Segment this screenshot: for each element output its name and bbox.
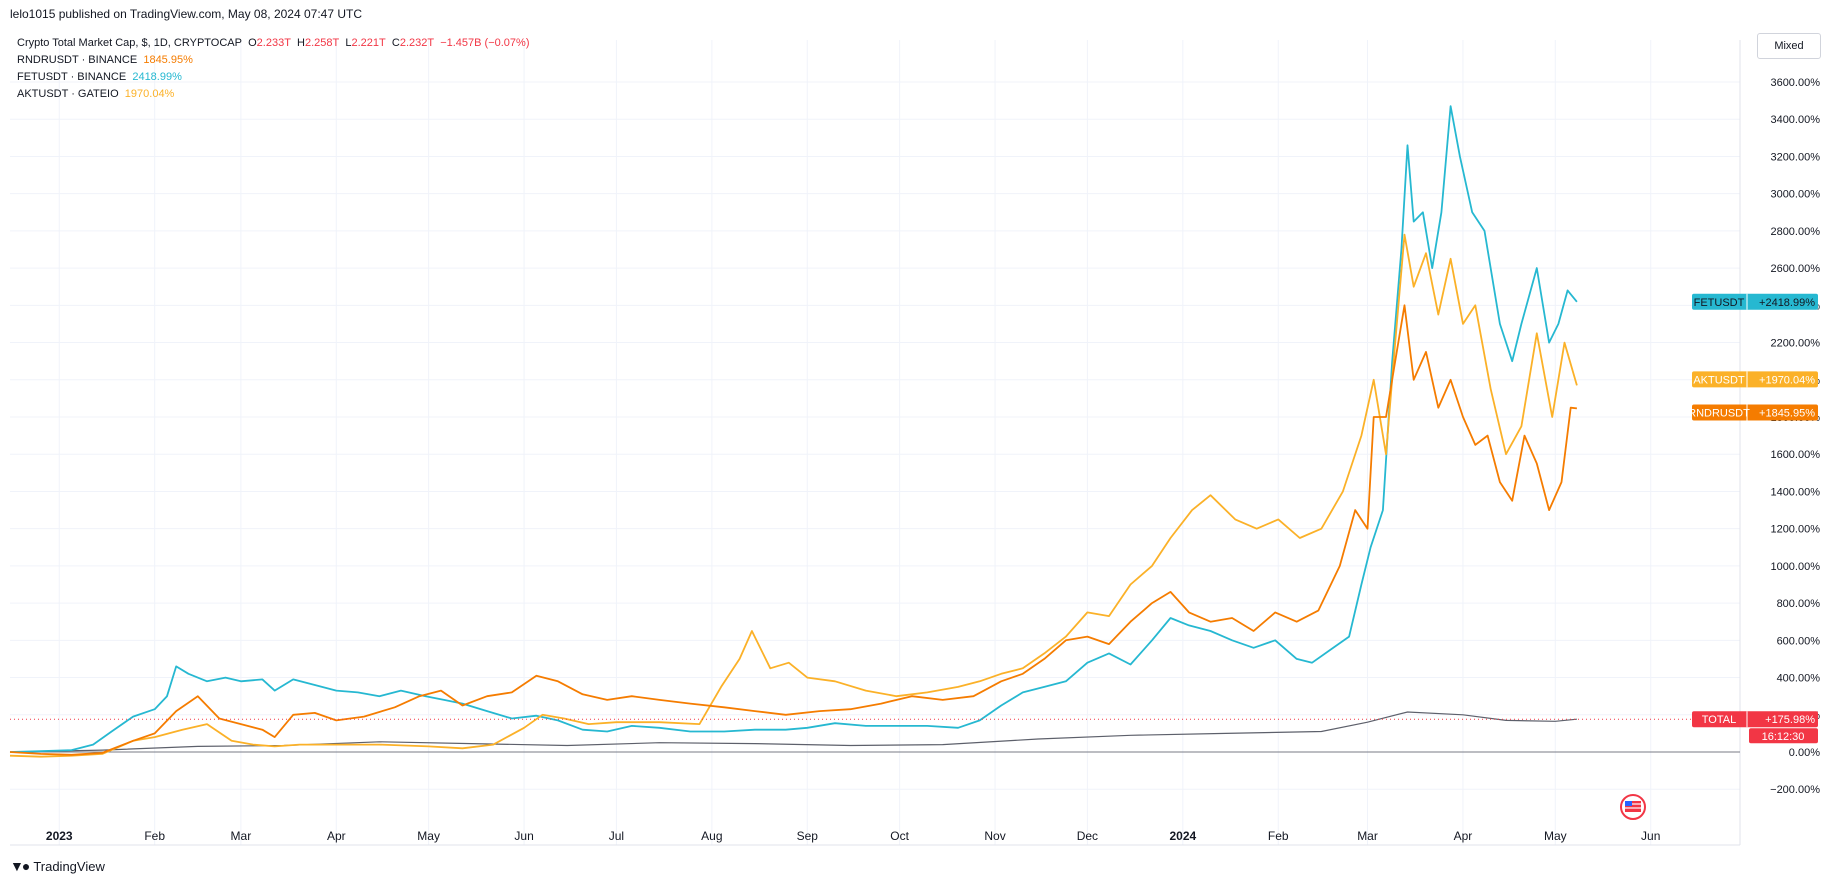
footer-brand-text: TradingView: [33, 858, 105, 874]
badge-value: +2418.99%: [1759, 297, 1815, 309]
legend-series-rndr[interactable]: RNDRUSDT · BINANCE 1845.95%: [17, 52, 530, 69]
y-tick-label: 600.00%: [1777, 635, 1821, 647]
attribution-text: lelo1015 published on TradingView.com, M…: [10, 7, 363, 21]
badge-bg: [1692, 371, 1818, 388]
countdown-bg: [1749, 728, 1818, 744]
legend-open-label: O: [248, 37, 257, 49]
legend-series-name: FETUSDT · BINANCE: [17, 71, 127, 83]
y-tick-label: 2600.00%: [1770, 263, 1820, 275]
badge-value: +1845.95%: [1759, 407, 1815, 419]
y-tick-label: 2200.00%: [1770, 338, 1820, 350]
y-tick-label: 1600.00%: [1770, 449, 1820, 461]
countdown-badge: 16:12:30: [1749, 728, 1818, 744]
legend-close-value: 2.232T: [399, 37, 435, 49]
legend-high-value: 2.258T: [305, 37, 340, 49]
legend-series-value: 1845.95%: [143, 54, 193, 66]
y-tick-label: 400.00%: [1777, 673, 1821, 685]
x-tick-label: May: [1544, 829, 1567, 843]
price-badge-total: TOTAL +175.98%: [1692, 711, 1818, 728]
x-tick-label: Aug: [701, 829, 722, 843]
y-tick-label: 3000.00%: [1770, 189, 1820, 201]
tradingview-logo-icon: ▼●: [10, 858, 30, 874]
legend-open-value: 2.233T: [256, 37, 291, 49]
badge-bg: [1692, 293, 1818, 310]
price-badges: FETUSDT +2418.99% AKTUSDT +1970.04% RNDRUSDT…: [1688, 293, 1818, 744]
y-tick-label: 1200.00%: [1770, 524, 1820, 536]
y-tick-label: 2800.00%: [1770, 226, 1820, 238]
price-badge-aktusdt: AKTUSDT +1970.04%: [1692, 371, 1818, 388]
badge-bg: [1692, 711, 1818, 728]
grid-lines: [10, 40, 1740, 845]
total-series-line: [9, 711, 1577, 753]
countdown-text: 16:12:30: [1762, 731, 1805, 743]
x-tick-label: Sep: [797, 829, 819, 843]
badge-symbol: TOTAL: [1702, 714, 1736, 726]
price-badge-rndrusdt: RNDRUSDT +1845.95%: [1688, 404, 1818, 421]
legend-series-name: AKTUSDT · GATEIO: [17, 88, 119, 100]
series-line-akt: [9, 233, 1578, 758]
legend-low-label: L: [345, 37, 352, 49]
y-tick-label: 800.00%: [1777, 598, 1821, 610]
x-tick-label: 2023: [46, 829, 73, 843]
price-axis[interactable]: 3600.00% 3400.00% 3200.00% 3000.00% 2800.00%…: [1770, 77, 1820, 796]
legend-series-akt[interactable]: AKTUSDT · GATEIO 1970.04%: [17, 86, 530, 103]
x-tick-label: Apr: [1454, 829, 1473, 843]
chart-legend: Crypto Total Market Cap, $, 1D, CRYPTOCA…: [17, 35, 530, 103]
series-line-fet: [9, 105, 1578, 753]
legend-low-value: 2.221T: [351, 37, 386, 49]
legend-series-fet[interactable]: FETUSDT · BINANCE 2418.99%: [17, 69, 530, 86]
y-tick-label: 3400.00%: [1770, 114, 1820, 126]
badge-symbol: RNDRUSDT: [1688, 407, 1750, 419]
x-tick-label: Nov: [984, 829, 1005, 843]
footer-brand[interactable]: ▼● TradingView: [10, 858, 105, 874]
x-tick-label: Jul: [609, 829, 624, 843]
legend-main-title: Crypto Total Market Cap, $, 1D, CRYPTOCA…: [17, 37, 242, 49]
x-tick-label: Feb: [144, 829, 165, 843]
x-tick-label: 2024: [1169, 829, 1196, 843]
legend-series-name: RNDRUSDT · BINANCE: [17, 54, 138, 66]
y-tick-label: 3200.00%: [1770, 151, 1820, 163]
legend-high-label: H: [297, 37, 305, 49]
legend-close-label: C: [391, 37, 400, 49]
y-tick-label: 1400.00%: [1770, 486, 1820, 498]
legend-series-value: 2418.99%: [132, 71, 182, 83]
scale-mode-button[interactable]: Mixed: [1757, 33, 1821, 59]
y-tick-label: 1000.00%: [1770, 561, 1820, 573]
badge-symbol: FETUSDT: [1694, 297, 1745, 309]
x-tick-label: Apr: [327, 829, 346, 843]
series-lines: [9, 105, 1578, 758]
x-tick-label: Mar: [231, 829, 252, 843]
badge-value: +1970.04%: [1759, 374, 1815, 386]
time-axis[interactable]: 2023 Feb Mar Apr May Jun Jul Aug Sep Oct Nov Dec 202…: [46, 829, 1661, 843]
x-tick-label: Mar: [1357, 829, 1378, 843]
x-tick-label: Oct: [890, 829, 909, 843]
flag-icon[interactable]: [1620, 794, 1646, 820]
legend-main-row: Crypto Total Market Cap, $, 1D, CRYPTOCA…: [17, 35, 530, 52]
badge-symbol: AKTUSDT: [1693, 374, 1745, 386]
y-tick-label: −200.00%: [1770, 784, 1820, 796]
x-tick-label: Jun: [1641, 829, 1660, 843]
y-tick-label: 0.00%: [1789, 747, 1820, 759]
badge-value: +175.98%: [1765, 714, 1815, 726]
legend-series-value: 1970.04%: [124, 88, 175, 100]
legend-change-value: −1.457B (−0.07%): [440, 37, 530, 49]
price-badge-fetusdt: FETUSDT +2418.99%: [1692, 293, 1818, 310]
badge-bg: [1692, 404, 1818, 421]
y-tick-label: 3600.00%: [1770, 77, 1820, 89]
x-tick-label: Feb: [1268, 829, 1289, 843]
x-tick-label: May: [417, 829, 440, 843]
x-tick-label: Dec: [1077, 829, 1098, 843]
x-tick-label: Jun: [514, 829, 533, 843]
series-line-rndr: [9, 304, 1578, 756]
